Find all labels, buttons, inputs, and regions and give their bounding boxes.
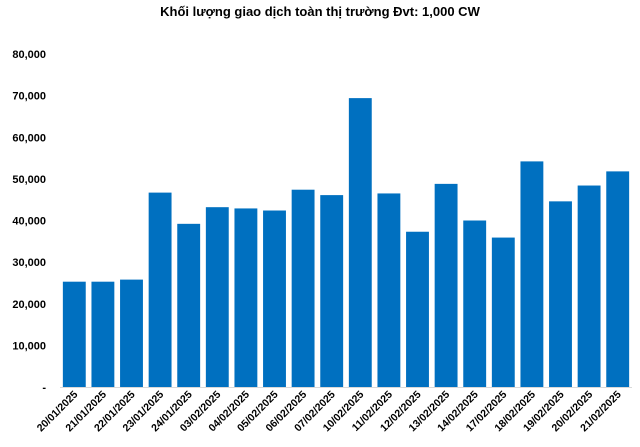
bar <box>520 161 544 387</box>
y-tick-label: 10,000 <box>12 340 46 352</box>
bar <box>177 223 201 387</box>
bar <box>205 207 229 387</box>
bar <box>463 220 487 387</box>
bar <box>234 208 258 387</box>
bar <box>320 195 344 387</box>
bar <box>577 185 601 387</box>
bar <box>406 231 429 387</box>
bar <box>120 279 143 387</box>
y-tick-label: 50,000 <box>12 174 46 186</box>
bar <box>291 189 315 387</box>
bar <box>148 192 172 387</box>
bar <box>263 210 286 387</box>
y-tick-label: 70,000 <box>12 91 46 103</box>
y-tick-label: 40,000 <box>12 216 46 228</box>
chart-title: Khối lượng giao dịch toàn thị trường Đvt… <box>160 4 480 19</box>
y-tick-label: - <box>42 382 46 394</box>
bar <box>434 183 458 387</box>
bar <box>491 237 515 387</box>
y-tick-label: 30,000 <box>12 257 46 269</box>
y-tick-label: 60,000 <box>12 132 46 144</box>
bar <box>606 171 630 387</box>
y-tick-label: 80,000 <box>12 49 46 61</box>
y-tick-label: 20,000 <box>12 299 46 311</box>
bar <box>348 98 372 388</box>
bar <box>549 201 572 387</box>
bar <box>91 281 115 387</box>
bar <box>377 193 401 387</box>
x-axis: 20/01/202521/01/202522/01/202523/01/2025… <box>35 389 624 435</box>
bar <box>62 281 86 387</box>
y-axis: - 10,000 20,000 30,000 40,000 50,000 60,000 70,… <box>12 49 46 394</box>
bars <box>62 98 630 388</box>
